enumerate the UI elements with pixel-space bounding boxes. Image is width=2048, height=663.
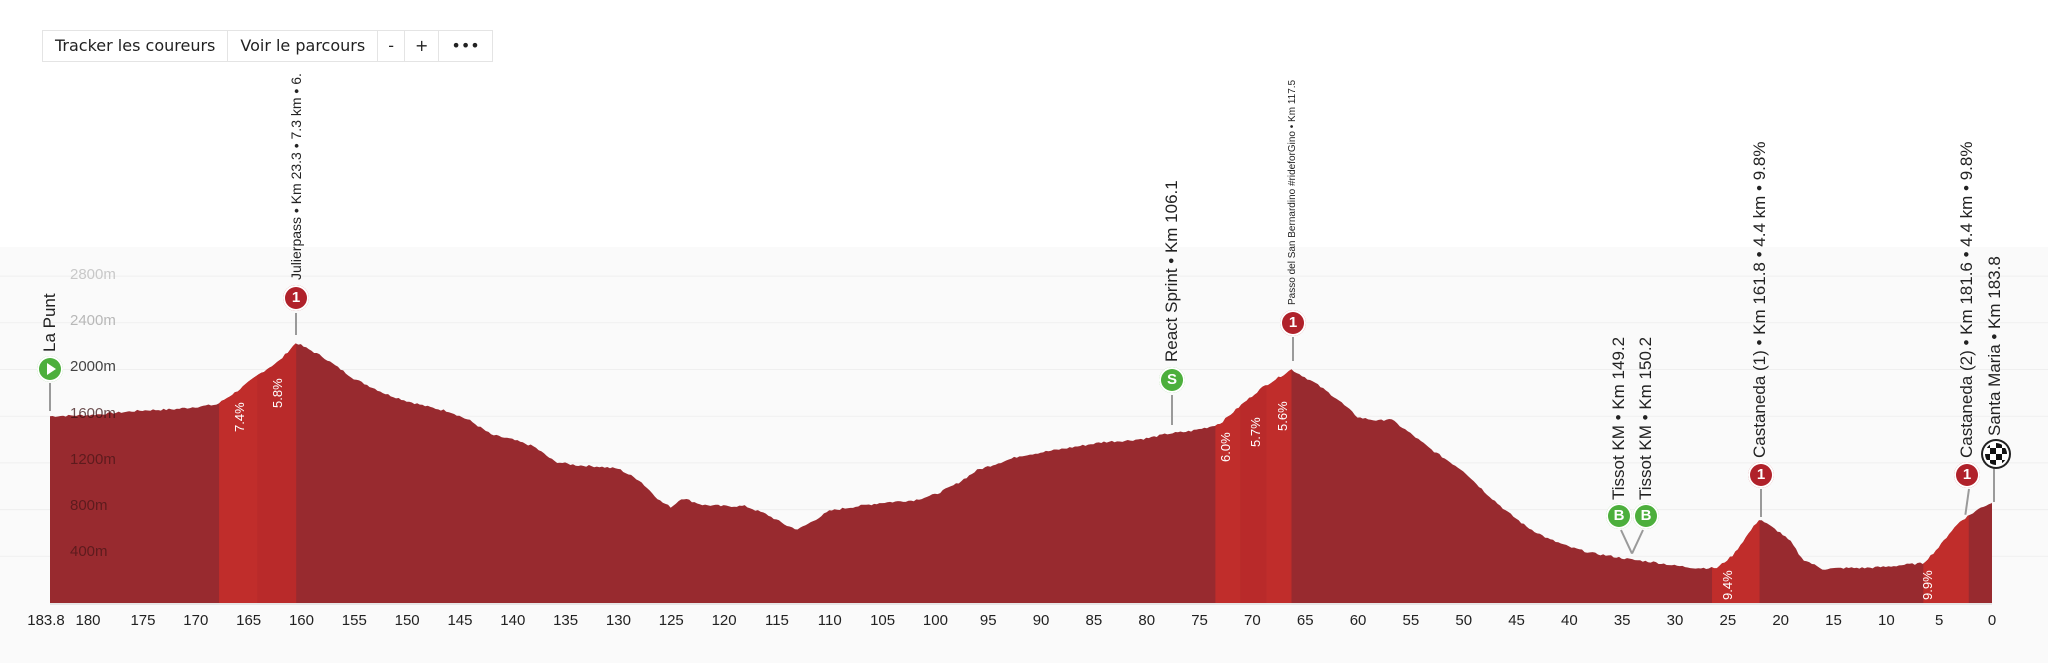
kom-label-castaneda-1: Castaneda (1) • Km 161.8 • 4.4 km • 9.8% (1750, 141, 1769, 458)
x-tick-label: 183.8 (27, 612, 65, 629)
y-label-1200: 1200m (70, 451, 116, 468)
elevation-profile-area (50, 343, 1992, 603)
x-tick-label: 70 (1244, 612, 1261, 629)
bonus-marker-1[interactable]: B (1606, 503, 1632, 529)
x-tick-label: 120 (711, 612, 737, 629)
x-tick-label: 75 (1191, 612, 1208, 629)
kom-label-castaneda-2: Castaneda (2) • Km 181.6 • 4.4 km • 9.8% (1957, 141, 1976, 458)
x-tick-label: 30 (1666, 612, 1684, 629)
grade-label: 5.7% (1248, 417, 1263, 447)
kom-marker-castaneda-2[interactable]: 1 (1954, 462, 1980, 488)
y-label-800: 800m (70, 497, 108, 514)
kom-marker-julierpass[interactable]: 1 (283, 285, 309, 311)
x-tick-label: 85 (1085, 612, 1103, 629)
grade-label: 9.9% (1920, 570, 1935, 600)
view-route-button[interactable]: Voir le parcours (228, 31, 379, 61)
x-tick-label: 10 (1877, 612, 1895, 629)
x-tick-label: 125 (658, 612, 684, 629)
checkered-flag-icon (1985, 443, 2007, 465)
grade-label: 7.4% (232, 402, 247, 432)
x-tick-label: 145 (447, 612, 473, 629)
more-options-button[interactable]: ••• (451, 36, 480, 55)
grade-label: 5.6% (1275, 401, 1290, 431)
marker-stem (1760, 489, 1762, 517)
marker-stem (1292, 337, 1294, 361)
sprint-label: React Sprint • Km 106.1 (1162, 180, 1181, 362)
x-tick-label: 165 (236, 612, 262, 629)
x-tick-label: 55 (1402, 612, 1420, 629)
sprint-marker[interactable]: S (1159, 367, 1185, 393)
x-tick-label: 115 (764, 612, 789, 629)
x-tick-label: 130 (605, 612, 631, 629)
x-tick-label: 15 (1825, 612, 1842, 629)
x-tick-label: 60 (1349, 612, 1367, 629)
x-tick-label: 170 (183, 612, 209, 629)
x-tick-label: 65 (1296, 612, 1314, 629)
x-tick-label: 95 (979, 612, 997, 629)
x-tick-label: 150 (394, 612, 420, 629)
profile-toolbar: Tracker les coureurs Voir le parcours - … (42, 30, 493, 62)
x-tick-label: 25 (1719, 612, 1737, 629)
y-label-2000: 2000m (70, 358, 116, 375)
kom-marker-castaneda-1[interactable]: 1 (1748, 462, 1774, 488)
kom-label-san-bernardino: Passo del San Bernardino #rideforGino • … (1287, 79, 1298, 305)
x-tick-label: 155 (341, 612, 367, 629)
grade-label: 9.4% (1720, 570, 1735, 600)
grade-label: 5.8% (270, 378, 285, 408)
x-tick-label: 0 (1987, 612, 1997, 629)
x-tick-label: 105 (870, 612, 896, 629)
x-tick-label: 135 (553, 612, 579, 629)
x-tick-label: 50 (1455, 612, 1473, 629)
y-label-400: 400m (70, 543, 108, 560)
x-tick-label: 40 (1561, 612, 1578, 629)
marker-stem (1993, 466, 1995, 502)
start-label: La Punt (40, 293, 59, 352)
x-tick-label: 20 (1772, 612, 1790, 629)
grade-label: 6.0% (1218, 432, 1233, 462)
bonus-label-2: Tissot KM • Km 150.2 (1636, 336, 1655, 500)
x-tick-label: 110 (817, 612, 842, 629)
x-tick-label: 35 (1613, 612, 1631, 629)
marker-stem (295, 313, 297, 335)
marker-stem (49, 383, 51, 411)
kom-label-julierpass: Julierpass • Km 23.3 • 7.3 km • 6. (288, 73, 304, 280)
x-tick-label: 175 (130, 612, 156, 629)
x-tick-label: 160 (288, 612, 314, 629)
bonus-label-1: Tissot KM • Km 149.2 (1609, 336, 1628, 500)
x-tick-label: 5 (1934, 612, 1944, 629)
x-tick-label: 45 (1508, 612, 1525, 629)
x-tick-label: 140 (500, 612, 526, 629)
start-marker[interactable] (37, 356, 63, 382)
y-label-2800: 2800m (70, 266, 116, 283)
y-label-1600: 1600m (70, 405, 116, 422)
finish-label: Santa Maria • Km 183.8 (1985, 256, 2004, 436)
finish-marker[interactable] (1983, 441, 2009, 467)
x-tick-label: 100 (922, 612, 948, 629)
marker-stem (1171, 395, 1173, 425)
x-tick-label: 80 (1138, 612, 1156, 629)
zoom-out-button[interactable]: - (378, 31, 405, 61)
play-icon (47, 363, 56, 375)
zoom-in-button[interactable]: + (405, 31, 440, 61)
x-tick-label: 90 (1032, 612, 1050, 629)
track-riders-button[interactable]: Tracker les coureurs (43, 31, 229, 61)
kom-marker-san-bernardino[interactable]: 1 (1280, 310, 1306, 336)
x-tick-label: 180 (75, 612, 101, 629)
y-label-2400: 2400m (70, 312, 116, 329)
bonus-marker-2[interactable]: B (1633, 503, 1659, 529)
